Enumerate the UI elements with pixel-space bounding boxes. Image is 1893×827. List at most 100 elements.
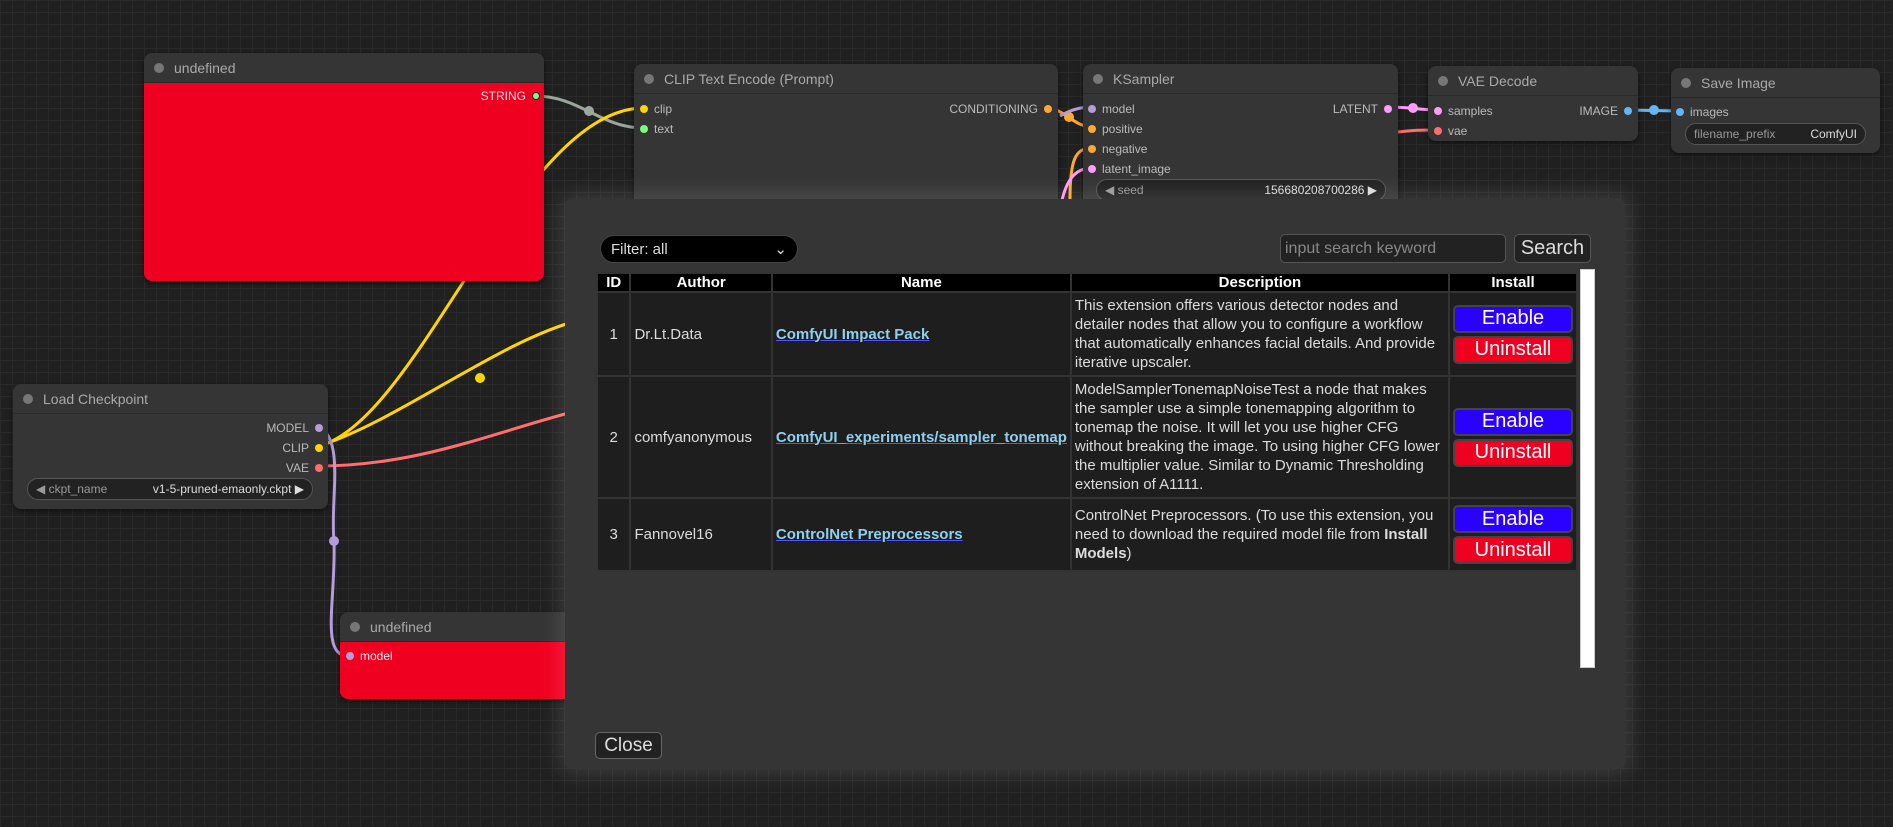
collapse-dot-icon[interactable] bbox=[1093, 73, 1103, 84]
cell-install: Enable Uninstall bbox=[1448, 375, 1578, 499]
input-text[interactable]: text bbox=[640, 122, 673, 136]
cell-author: Fannovel16 bbox=[629, 497, 773, 572]
input-latent-image[interactable]: latent_image bbox=[1088, 162, 1171, 176]
collapse-dot-icon[interactable] bbox=[154, 62, 164, 73]
cell-install: Enable Uninstall bbox=[1448, 291, 1578, 377]
seed-widget[interactable]: ◀ seed 156680208700286 ▶ bbox=[1096, 179, 1386, 201]
cell-author: Dr.Lt.Data bbox=[629, 291, 773, 377]
enable-button[interactable]: Enable bbox=[1453, 304, 1573, 333]
ckpt-name-widget[interactable]: ◀ ckpt_name v1-5-pruned-emaonly.ckpt ▶ bbox=[27, 478, 313, 500]
slot-dot-icon[interactable] bbox=[1384, 105, 1392, 113]
wire-midpoint bbox=[584, 106, 594, 116]
extension-link[interactable]: ComfyUI_experiments/sampler_tonemap bbox=[770, 375, 1072, 499]
slot-dot-icon[interactable] bbox=[532, 92, 540, 100]
input-model[interactable]: model bbox=[346, 649, 393, 663]
node-title: VAE Decode bbox=[1458, 72, 1538, 89]
output-vae[interactable]: VAE bbox=[286, 461, 323, 475]
slot-dot-icon[interactable] bbox=[640, 125, 648, 133]
slot-dot-icon[interactable] bbox=[315, 464, 323, 472]
slot-dot-icon[interactable] bbox=[1676, 108, 1684, 116]
uninstall-button[interactable]: Uninstall bbox=[1453, 438, 1573, 467]
cell-description: ControlNet Preprocessors. (To use this e… bbox=[1069, 497, 1451, 572]
node-title: CLIP Text Encode (Prompt) bbox=[664, 70, 834, 87]
clip-text-encode-node[interactable]: CLIP Text Encode (Prompt) clip text COND… bbox=[634, 64, 1058, 224]
close-button[interactable]: Close bbox=[595, 732, 662, 759]
extension-link[interactable]: ControlNet Preprocessors bbox=[770, 497, 1072, 572]
column-header-description: Description bbox=[1069, 272, 1451, 293]
column-header-install: Install bbox=[1448, 272, 1578, 293]
ksampler-node[interactable]: KSampler model positive negative latent_… bbox=[1083, 64, 1398, 224]
node-header[interactable]: undefined bbox=[340, 612, 580, 642]
slot-dot-icon[interactable] bbox=[1088, 165, 1096, 173]
search-input[interactable]: input search keyword bbox=[1280, 234, 1506, 263]
install-models-link[interactable]: Install Models bbox=[1074, 526, 1428, 562]
slot-dot-icon[interactable] bbox=[1624, 107, 1632, 115]
output-string[interactable]: STRING bbox=[481, 89, 540, 103]
node-header[interactable]: undefined bbox=[144, 53, 544, 83]
filename-prefix-widget[interactable]: filename_prefix ComfyUI bbox=[1685, 123, 1866, 145]
input-vae[interactable]: vae bbox=[1434, 124, 1467, 138]
vae-decode-node[interactable]: VAE Decode samples vae IMAGE bbox=[1428, 66, 1638, 141]
string-node[interactable]: undefined STRING bbox=[144, 53, 544, 281]
input-clip[interactable]: clip bbox=[640, 102, 672, 116]
collapse-dot-icon[interactable] bbox=[1438, 75, 1448, 86]
output-latent[interactable]: LATENT bbox=[1333, 102, 1392, 116]
slot-dot-icon[interactable] bbox=[315, 444, 323, 452]
slot-dot-icon[interactable] bbox=[315, 424, 323, 432]
node-title: undefined bbox=[370, 618, 432, 635]
input-positive[interactable]: positive bbox=[1088, 122, 1143, 136]
node-header[interactable]: Load Checkpoint bbox=[13, 384, 328, 414]
wire-clip-hidden bbox=[318, 318, 581, 448]
extension-link[interactable]: ComfyUI Impact Pack bbox=[770, 291, 1072, 377]
collapse-dot-icon[interactable] bbox=[1681, 77, 1691, 88]
table-row: 2 comfyanonymous ComfyUI_experiments/sam… bbox=[595, 375, 1578, 499]
input-model[interactable]: model bbox=[1088, 102, 1135, 116]
output-image[interactable]: IMAGE bbox=[1579, 104, 1632, 118]
node-title: KSampler bbox=[1113, 70, 1175, 87]
extension-table: ID Author Name Description Install 1 Dr.… bbox=[595, 272, 1578, 572]
node-header[interactable]: VAE Decode bbox=[1428, 66, 1638, 96]
uninstall-button[interactable]: Uninstall bbox=[1453, 335, 1573, 364]
slot-dot-icon[interactable] bbox=[1088, 125, 1096, 133]
slot-dot-icon[interactable] bbox=[1044, 105, 1052, 113]
column-header-id: ID bbox=[595, 272, 632, 293]
cell-description: This extension offers various detector n… bbox=[1069, 291, 1451, 377]
filter-select[interactable]: Filter: all ⌄ bbox=[600, 235, 798, 263]
load-checkpoint-node[interactable]: Load Checkpoint MODEL CLIP VAE ◀ ckpt_na… bbox=[13, 384, 328, 509]
output-clip[interactable]: CLIP bbox=[282, 441, 323, 455]
slot-dot-icon[interactable] bbox=[1088, 105, 1096, 113]
cell-id: 1 bbox=[595, 291, 632, 377]
node-body bbox=[340, 642, 580, 699]
node-header[interactable]: Save Image bbox=[1671, 68, 1880, 98]
wire-midpoint bbox=[1064, 112, 1074, 122]
collapse-dot-icon[interactable] bbox=[644, 73, 654, 84]
input-samples[interactable]: samples bbox=[1434, 104, 1493, 118]
wire-vae bbox=[318, 408, 581, 468]
slot-dot-icon[interactable] bbox=[1434, 107, 1442, 115]
collapse-dot-icon[interactable] bbox=[350, 621, 360, 632]
uninstall-button[interactable]: Uninstall bbox=[1453, 536, 1573, 564]
slot-dot-icon[interactable] bbox=[346, 652, 354, 660]
node-header[interactable]: CLIP Text Encode (Prompt) bbox=[634, 64, 1058, 94]
input-negative[interactable]: negative bbox=[1088, 142, 1147, 156]
node-header[interactable]: KSampler bbox=[1083, 64, 1398, 94]
collapse-dot-icon[interactable] bbox=[23, 393, 33, 404]
model-node[interactable]: undefined model bbox=[340, 612, 580, 699]
enable-button[interactable]: Enable bbox=[1453, 505, 1573, 533]
cell-id: 3 bbox=[595, 497, 632, 572]
seed-label: ◀ seed bbox=[1105, 183, 1144, 197]
table-row: 1 Dr.Lt.Data ComfyUI Impact Pack This ex… bbox=[595, 291, 1578, 377]
input-images[interactable]: images bbox=[1676, 105, 1729, 119]
cell-author: comfyanonymous bbox=[629, 375, 773, 499]
output-model[interactable]: MODEL bbox=[266, 421, 323, 435]
slot-dot-icon[interactable] bbox=[1434, 127, 1442, 135]
output-conditioning[interactable]: CONDITIONING bbox=[949, 102, 1052, 116]
enable-button[interactable]: Enable bbox=[1453, 407, 1573, 436]
save-image-node[interactable]: Save Image images filename_prefix ComfyUI bbox=[1671, 68, 1880, 153]
slot-dot-icon[interactable] bbox=[1088, 145, 1096, 153]
search-button[interactable]: Search bbox=[1514, 234, 1591, 263]
wire-midpoint bbox=[1649, 105, 1659, 115]
table-scrollbar[interactable] bbox=[1580, 269, 1595, 668]
slot-dot-icon[interactable] bbox=[640, 105, 648, 113]
chevron-down-icon: ⌄ bbox=[774, 241, 787, 258]
